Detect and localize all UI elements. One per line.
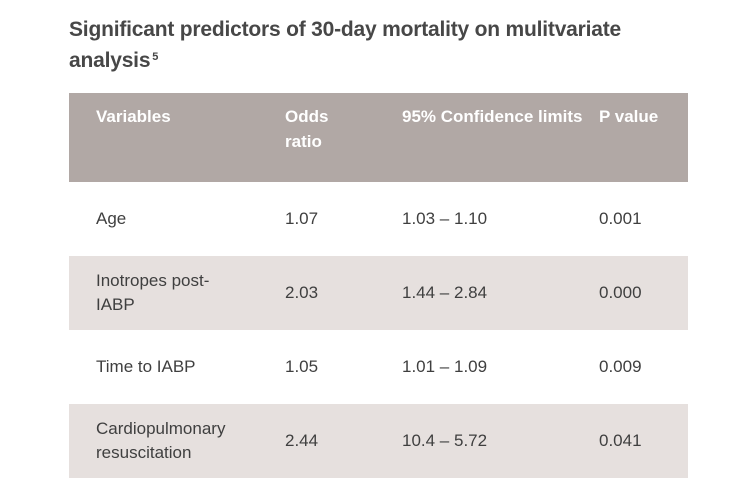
table-title: Significant predictors of 30-day mortali… bbox=[69, 14, 709, 76]
header-confidence-limits: 95% Confidence limits bbox=[402, 107, 583, 126]
cell-odds-ratio: 2.44 bbox=[285, 431, 319, 450]
cell-confidence-limits: 1.44 – 2.84 bbox=[402, 283, 488, 302]
cell-odds-ratio: 1.05 bbox=[285, 357, 319, 376]
table-row: Cardiopulmonary resuscitation 2.44 10.4 … bbox=[69, 404, 688, 478]
cell-confidence-limits: 1.03 – 1.10 bbox=[402, 209, 488, 228]
cell-odds-ratio: 2.03 bbox=[285, 283, 319, 302]
reference-superscript: 5 bbox=[152, 51, 159, 63]
header-p-value: P value bbox=[599, 107, 659, 126]
cell-variable: Inotropes post-IABP bbox=[96, 271, 210, 314]
cell-odds-ratio: 1.07 bbox=[285, 209, 319, 228]
cell-p-value: 0.000 bbox=[599, 283, 642, 302]
table-row: Age 1.07 1.03 – 1.10 0.001 bbox=[69, 182, 688, 256]
table-title-text: Significant predictors of 30-day mortali… bbox=[69, 18, 622, 72]
cell-variable: Cardiopulmonary resuscitation bbox=[96, 419, 226, 462]
table-row: Inotropes post-IABP 2.03 1.44 – 2.84 0.0… bbox=[69, 256, 688, 330]
table-row: Time to IABP 1.05 1.01 – 1.09 0.009 bbox=[69, 330, 688, 404]
header-variables: Variables bbox=[96, 107, 171, 126]
cell-variable: Time to IABP bbox=[96, 357, 196, 376]
cell-confidence-limits: 1.01 – 1.09 bbox=[402, 357, 488, 376]
cell-p-value: 0.009 bbox=[599, 357, 642, 376]
header-odds-ratio: Odds ratio bbox=[285, 107, 329, 151]
cell-variable: Age bbox=[96, 209, 127, 228]
cell-confidence-limits: 10.4 – 5.72 bbox=[402, 431, 488, 450]
cell-p-value: 0.001 bbox=[599, 209, 642, 228]
predictors-table: Variables Odds ratio 95% Confidence limi… bbox=[69, 93, 688, 478]
cell-p-value: 0.041 bbox=[599, 431, 642, 450]
table-header-row: Variables Odds ratio 95% Confidence limi… bbox=[69, 93, 688, 182]
